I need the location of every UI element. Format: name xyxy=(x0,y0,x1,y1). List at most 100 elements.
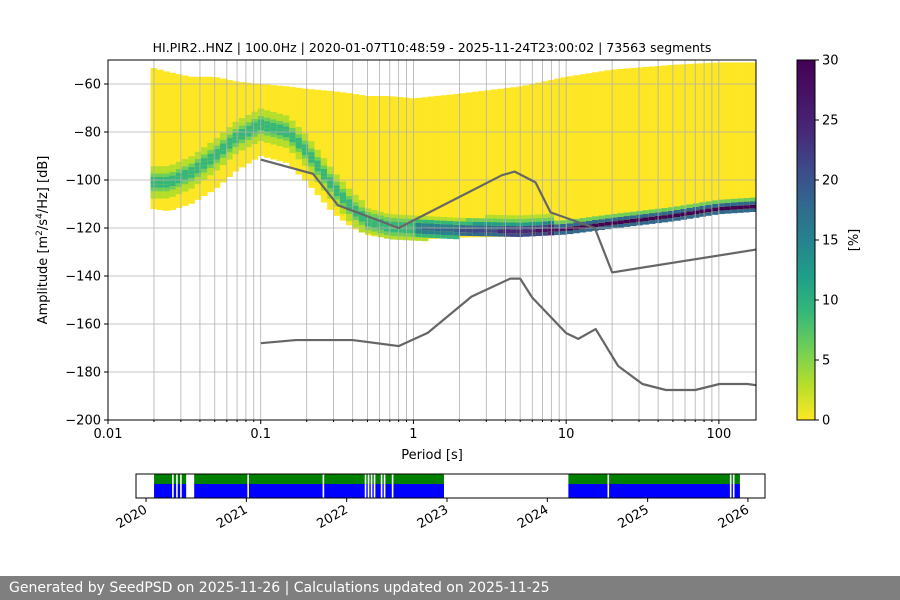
heatmap-cell xyxy=(219,136,227,140)
heatmap-cell xyxy=(352,202,359,206)
heatmap-cell xyxy=(207,171,214,176)
heatmap-cell xyxy=(522,85,530,237)
heatmap-cell xyxy=(232,150,240,155)
heatmap-cell xyxy=(163,166,170,170)
heatmap-cell xyxy=(396,97,404,240)
heatmap-cell xyxy=(680,212,687,217)
heatmap-cell xyxy=(636,210,643,215)
heatmap-cell xyxy=(364,229,372,234)
heatmap-cell xyxy=(270,112,278,116)
heatmap-cell xyxy=(491,225,498,230)
heatmap-cell xyxy=(320,158,328,162)
heatmap-cell xyxy=(535,232,542,237)
heatmap-column xyxy=(339,92,347,221)
heatmap-cell xyxy=(472,214,479,219)
heatmap-cell xyxy=(667,64,675,222)
y-tick-label: −200 xyxy=(65,414,101,429)
heatmap-cell xyxy=(358,210,366,215)
heatmap-cell xyxy=(226,148,233,153)
heatmap-column xyxy=(554,78,561,236)
heatmap-cell xyxy=(182,177,189,181)
heatmap-column xyxy=(566,76,574,235)
heatmap-cell xyxy=(667,207,675,211)
heatmap-cell xyxy=(289,131,296,136)
heatmap-cell xyxy=(737,62,744,213)
heatmap-cell xyxy=(478,225,486,230)
heatmap-cell xyxy=(465,225,473,229)
heatmap-cell xyxy=(541,81,549,236)
heatmap-column xyxy=(661,65,669,223)
heatmap-cell xyxy=(409,229,416,234)
heatmap-cell xyxy=(730,202,738,207)
heatmap-cell xyxy=(251,133,259,137)
heatmap-cell xyxy=(516,218,523,223)
heatmap-cell xyxy=(314,153,322,157)
heatmap-cell xyxy=(428,234,435,238)
heatmap-column xyxy=(383,96,391,239)
heatmap-cell xyxy=(409,233,416,237)
heatmap-cell xyxy=(421,226,429,231)
heatmap-cell xyxy=(194,155,202,159)
heatmap-column xyxy=(718,62,725,215)
heatmap-cell xyxy=(686,63,694,219)
heatmap-cell xyxy=(314,174,322,179)
heatmap-cell xyxy=(409,222,416,227)
heatmap-column xyxy=(428,96,435,240)
heatmap-column xyxy=(207,76,214,193)
heatmap-cell xyxy=(510,215,517,219)
heatmap-cell xyxy=(169,182,177,187)
heatmap-cell xyxy=(699,205,706,210)
metrics-bar xyxy=(194,474,444,484)
heatmap-cell xyxy=(711,62,719,215)
heatmap-cell xyxy=(730,62,738,213)
heatmap-cell xyxy=(169,175,177,179)
heatmap-cell xyxy=(573,229,580,234)
y-tick-label: −180 xyxy=(65,366,101,381)
heatmap-cell xyxy=(503,87,511,237)
heatmap-cell xyxy=(352,205,359,210)
heatmap-cell xyxy=(226,155,233,160)
heatmap-cell xyxy=(219,157,227,162)
heatmap-cell xyxy=(207,160,214,165)
heatmap-cell xyxy=(270,122,278,127)
heatmap-cell xyxy=(352,216,359,221)
heatmap-cell xyxy=(623,223,631,227)
heatmap-cell xyxy=(364,219,372,223)
heatmap-cell xyxy=(573,75,580,233)
heatmap-cell xyxy=(264,131,271,136)
heatmap-cell xyxy=(226,134,233,138)
heatmap-cell xyxy=(749,204,757,209)
heatmap-cell xyxy=(491,218,498,223)
heatmap-cell xyxy=(718,210,725,215)
heatmap-cell xyxy=(213,141,221,146)
heatmap-cell xyxy=(428,223,435,228)
heatmap-cell xyxy=(440,216,448,221)
heatmap-cell xyxy=(497,229,505,234)
heatmap-cell xyxy=(371,231,378,236)
heatmap-column xyxy=(295,87,303,175)
heatmap-cell xyxy=(667,218,675,222)
heatmap-column xyxy=(711,62,719,215)
y-tick-label: −60 xyxy=(74,78,101,93)
heatmap-column xyxy=(453,93,460,240)
heatmap-cell xyxy=(377,211,385,216)
heatmap-cell xyxy=(194,176,202,181)
heatmap-column xyxy=(459,93,467,238)
heatmap-cell xyxy=(718,206,725,211)
heatmap-cell xyxy=(661,65,669,222)
heatmap-cell xyxy=(201,172,208,177)
heatmap-cell xyxy=(169,168,177,172)
heatmap-cell xyxy=(522,218,530,223)
footer-bar: Generated by SeedPSD on 2025-11-26 | Cal… xyxy=(0,576,900,600)
heatmap-cell xyxy=(554,227,561,232)
heatmap-cell xyxy=(680,216,687,220)
heatmap-cell xyxy=(201,176,208,180)
heatmap-cell xyxy=(314,89,322,196)
heatmap-cell xyxy=(251,115,259,119)
heatmap-cell xyxy=(182,169,189,174)
heatmap-cell xyxy=(358,228,366,233)
heatmap-cell xyxy=(491,214,498,219)
heatmap-cell xyxy=(169,178,177,183)
y-tick-label: −160 xyxy=(65,318,101,333)
heatmap-cell xyxy=(629,211,637,216)
